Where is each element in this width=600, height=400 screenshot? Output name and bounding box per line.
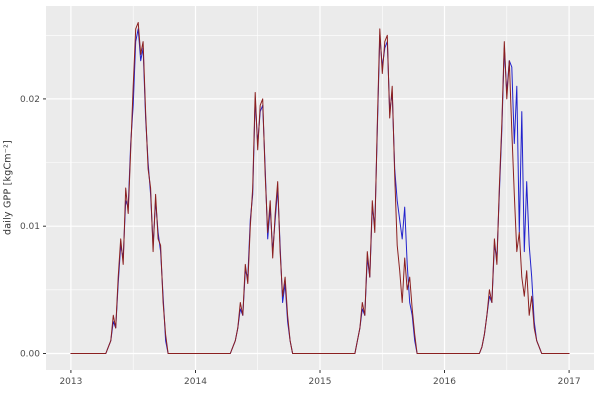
- y-tick-label: 0.02: [20, 95, 40, 105]
- y-tick-label: 0.00: [20, 350, 40, 360]
- y-tick-label: 0.01: [20, 222, 40, 232]
- x-tick-label: 2016: [433, 377, 456, 387]
- x-tick-label: 2014: [184, 377, 207, 387]
- y-axis-title: daily GPP [kgCm⁻²]: [2, 140, 14, 236]
- x-tick-label: 2015: [309, 377, 332, 387]
- x-tick-label: 2017: [558, 377, 581, 387]
- x-tick-label: 2013: [59, 377, 82, 387]
- series-path-darkred: [70, 22, 570, 354]
